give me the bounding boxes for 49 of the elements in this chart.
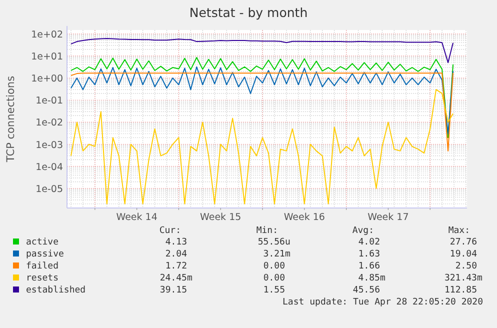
text: 4.13 <box>165 238 187 248</box>
text: 4.02 <box>358 238 380 248</box>
text: 1.55 <box>263 286 285 296</box>
text: Max: <box>448 226 470 236</box>
text: 19.04 <box>450 250 477 260</box>
x-tick-label: Week 14 <box>116 212 158 223</box>
text: Cur: <box>159 226 181 236</box>
text: 4.85m <box>358 274 386 284</box>
x-tick-label: Week 15 <box>200 212 242 223</box>
text: 112.85 <box>444 286 477 296</box>
y-tick-label: 1e-04 <box>36 162 63 173</box>
line-series <box>70 72 454 152</box>
text: 0.00 <box>263 262 285 272</box>
y-tick-label: 1e+01 <box>31 51 63 62</box>
text: 2.50 <box>455 262 477 272</box>
text: 27.76 <box>450 238 477 248</box>
line-series <box>70 89 454 204</box>
y-tick-label: 1e+00 <box>31 74 63 85</box>
text: 1.72 <box>165 262 187 272</box>
text: 2.04 <box>165 250 187 260</box>
y-tick-label: 1e-03 <box>36 140 63 151</box>
y-tick-label: 1e-01 <box>36 96 63 107</box>
line-series <box>70 38 454 64</box>
y-tick-label: 1e+02 <box>31 29 63 40</box>
legend-label: resets <box>26 274 59 284</box>
text: 1.63 <box>358 250 380 260</box>
text: 0.00 <box>263 274 285 284</box>
text: 55.56u <box>258 238 290 248</box>
text: 39.15 <box>160 286 187 296</box>
text: 321.43m <box>444 274 482 284</box>
legend-label: active <box>26 238 59 248</box>
text: 3.21m <box>263 250 290 260</box>
text: 1.66 <box>358 262 380 272</box>
legend-label: passive <box>26 250 64 260</box>
line-series <box>70 57 454 138</box>
x-tick-label: Week 16 <box>284 212 325 223</box>
text: Avg: <box>352 226 374 236</box>
text: 24.45m <box>160 274 192 284</box>
line-series <box>70 66 454 134</box>
text: 45.56 <box>352 286 380 296</box>
chart-title: Netstat - by month <box>189 5 308 20</box>
y-tick-label: 1e-02 <box>36 118 63 129</box>
y-axis-title: TCP connections <box>5 76 17 164</box>
legend-label: failed <box>26 262 59 272</box>
legend-label: established <box>26 286 86 296</box>
text: Last update: Tue Apr 28 22:05:20 2020 <box>282 298 483 308</box>
y-tick-label: 1e-05 <box>36 184 63 195</box>
text: Min: <box>256 226 278 236</box>
x-tick-label: Week 17 <box>368 212 409 223</box>
